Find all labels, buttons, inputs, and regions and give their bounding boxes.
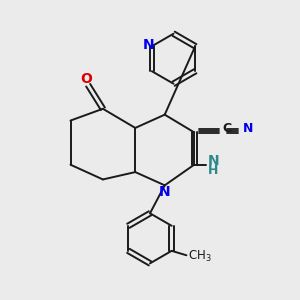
Text: O: O [80,72,92,86]
Text: H: H [208,164,218,176]
Text: C: C [223,122,232,135]
Text: CH$_3$: CH$_3$ [188,249,212,264]
Text: N: N [208,154,219,168]
Text: N: N [159,185,170,199]
Text: N: N [243,122,253,135]
Text: N: N [142,38,154,52]
